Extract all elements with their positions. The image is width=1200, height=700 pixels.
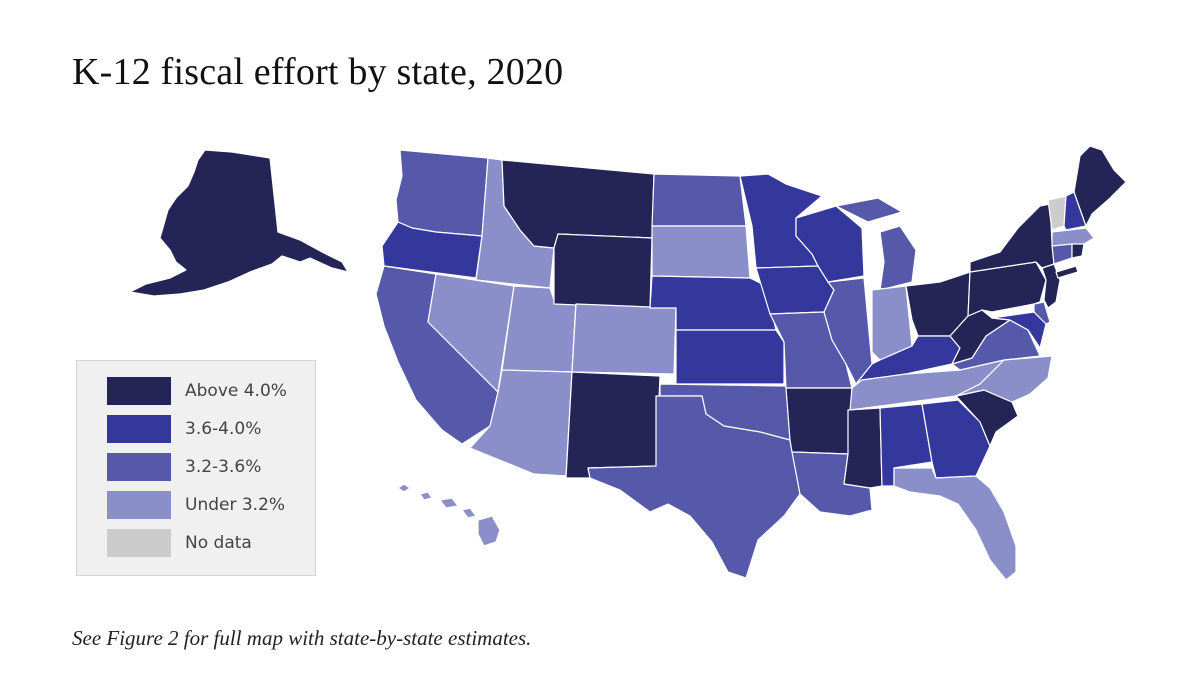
legend-item-3-2-3-6: 3.2-3.6% bbox=[107, 453, 261, 481]
state-MS bbox=[843, 407, 883, 489]
state-WA bbox=[395, 149, 489, 237]
legend-item-above-4: Above 4.0% bbox=[107, 377, 287, 405]
legend-swatch-under-3-2 bbox=[107, 491, 171, 519]
legend-label: Above 4.0% bbox=[185, 381, 287, 401]
state-GA bbox=[921, 399, 991, 479]
legend-label: Under 3.2% bbox=[185, 495, 286, 515]
legend-swatch-above-4 bbox=[107, 377, 171, 405]
state-NH bbox=[1063, 191, 1087, 231]
legend-label: 3.2-3.6% bbox=[185, 457, 262, 477]
state-ME bbox=[1073, 145, 1127, 227]
state-NC bbox=[955, 355, 1053, 403]
state-WY bbox=[553, 233, 653, 309]
legend-swatch-3-6-4-0 bbox=[107, 415, 171, 443]
state-ND bbox=[651, 173, 747, 227]
state-DE bbox=[1033, 301, 1051, 325]
state-AK bbox=[129, 149, 349, 297]
state-CO bbox=[571, 303, 677, 375]
state-TX bbox=[587, 395, 801, 579]
map-title: K-12 fiscal effort by state, 2020 bbox=[72, 51, 564, 93]
state-RI bbox=[1071, 243, 1085, 259]
state-KS bbox=[675, 329, 785, 385]
state-CT bbox=[1051, 243, 1073, 265]
legend-item-no-data: No data bbox=[107, 529, 252, 557]
state-IL bbox=[823, 277, 873, 385]
state-HI bbox=[397, 483, 501, 547]
legend-item-3-6-4-0: 3.6-4.0% bbox=[107, 415, 261, 443]
state-NM bbox=[565, 371, 661, 479]
state-AR bbox=[785, 387, 853, 455]
state-NJ bbox=[1041, 263, 1061, 309]
legend-swatch-no-data bbox=[107, 529, 171, 557]
legend-label: No data bbox=[185, 533, 252, 553]
state-PA bbox=[967, 261, 1047, 317]
footnote: See Figure 2 for full map with state-by-… bbox=[72, 626, 532, 650]
state-MA bbox=[1051, 227, 1095, 247]
legend-swatch-3-2-3-6 bbox=[107, 453, 171, 481]
legend-label: 3.6-4.0% bbox=[185, 419, 262, 439]
state-SD bbox=[651, 225, 751, 279]
map-legend: Above 4.0% 3.6-4.0% 3.2-3.6% Under 3.2% … bbox=[76, 360, 316, 576]
state-MI bbox=[835, 197, 917, 291]
legend-item-under-3-2: Under 3.2% bbox=[107, 491, 285, 519]
state-FL bbox=[893, 467, 1017, 581]
